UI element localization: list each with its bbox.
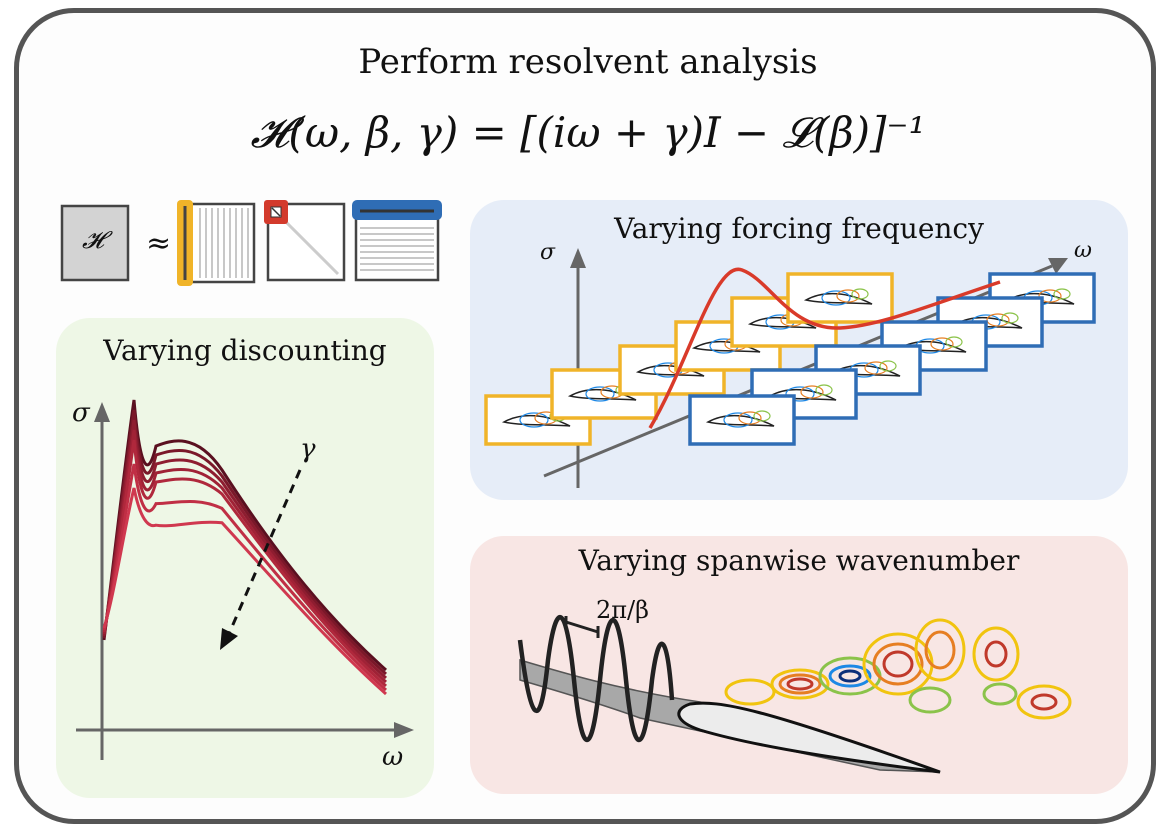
operator-symbol: 𝓗 [82,226,104,254]
gamma-curve [102,463,387,692]
right-singular-matrix [352,200,442,282]
high-frequency-frames [688,272,1096,446]
gamma-curve-group [102,399,387,696]
spanwise-title: Varying spanwise wavenumber [578,544,1020,577]
operator-matrix [60,204,130,282]
gamma-curve [102,439,387,688]
spanwise-wave [517,614,675,743]
frequency-title: Varying forcing frequency [614,212,984,245]
frequency-panel: Varying forcing frequency [470,200,1128,500]
page-title: Perform resolvent analysis [358,42,818,82]
discounting-title: Varying discounting [103,334,387,367]
singular-value-matrix [264,200,346,282]
discounting-x-label: ω [382,742,404,772]
discounting-axes [76,402,414,760]
mode-frame [688,394,796,446]
gain-curve [648,267,1001,429]
gamma-label: γ [300,434,316,464]
mode-frame [786,272,894,324]
wavelength-label: 2π/β [596,596,650,624]
frequency-y-label: σ [540,240,556,265]
discounting-y-label: σ [72,398,90,428]
left-singular-matrix [177,200,256,286]
approx-symbol: ≈ [146,226,172,261]
frequency-x-label: ω [1074,238,1092,263]
airfoil [519,658,941,774]
gamma-curve [102,487,387,696]
spanwise-panel: Varying spanwise wavenumber [470,536,1128,794]
resolvent-equation: 𝓗(ω, β, γ) = [(iω + γ)I − 𝓛(β)]⁻¹ [250,108,926,157]
wavelength-marker [564,616,600,638]
mode-contours [724,618,1072,720]
gamma-arrow [220,469,302,650]
